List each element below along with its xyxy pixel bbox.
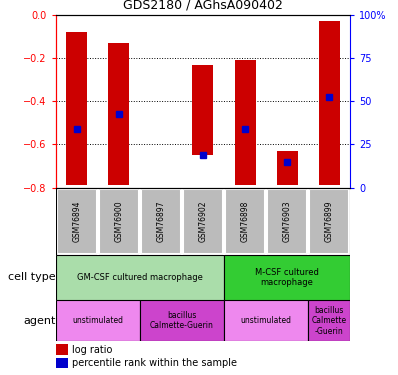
Text: GSM76899: GSM76899: [325, 201, 334, 242]
Bar: [56, 300, 140, 341]
Bar: [140, 300, 224, 341]
Text: GSM76902: GSM76902: [199, 201, 207, 242]
Text: GSM76897: GSM76897: [156, 201, 166, 242]
Bar: [56, 358, 68, 368]
Bar: [309, 189, 349, 254]
Text: log ratio: log ratio: [72, 345, 112, 355]
Text: cell type: cell type: [8, 273, 56, 282]
Text: bacillus
Calmette
-Guerin: bacillus Calmette -Guerin: [312, 306, 347, 336]
Bar: [234, 60, 256, 185]
Bar: [56, 255, 224, 300]
Text: unstimulated: unstimulated: [72, 316, 123, 325]
Bar: [99, 189, 139, 254]
Bar: [183, 189, 223, 254]
Bar: [224, 300, 308, 341]
Bar: [57, 189, 97, 254]
Text: unstimulated: unstimulated: [241, 316, 292, 325]
Text: bacillus
Calmette-Guerin: bacillus Calmette-Guerin: [150, 311, 214, 330]
Text: GSM76894: GSM76894: [72, 201, 81, 242]
Bar: [308, 300, 350, 341]
Text: GSM76903: GSM76903: [283, 200, 292, 242]
Title: GDS2180 / AGhsA090402: GDS2180 / AGhsA090402: [123, 0, 283, 11]
Text: percentile rank within the sample: percentile rank within the sample: [72, 358, 237, 368]
Bar: [141, 189, 181, 254]
Text: M-CSF cultured
macrophage: M-CSF cultured macrophage: [255, 268, 319, 287]
Bar: [277, 151, 298, 185]
Bar: [319, 21, 340, 185]
Text: GSM76900: GSM76900: [114, 200, 123, 242]
Text: agent: agent: [23, 316, 56, 326]
Bar: [267, 189, 307, 254]
Bar: [224, 255, 350, 300]
Text: GM-CSF cultured macrophage: GM-CSF cultured macrophage: [77, 273, 203, 282]
Bar: [225, 189, 265, 254]
Bar: [108, 43, 129, 185]
Text: GSM76898: GSM76898: [240, 201, 250, 242]
Bar: [56, 344, 68, 355]
Bar: [66, 32, 87, 185]
Bar: [193, 64, 213, 155]
